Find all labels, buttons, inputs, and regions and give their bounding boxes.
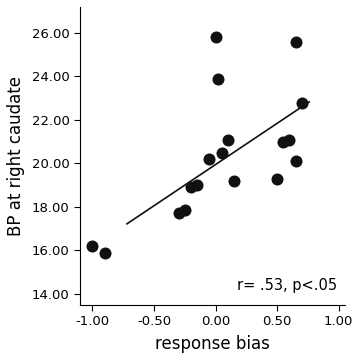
Point bbox=[102, 249, 108, 255]
X-axis label: response bias: response bias bbox=[155, 335, 270, 353]
Point bbox=[231, 178, 237, 184]
Point bbox=[213, 35, 219, 40]
Point bbox=[287, 137, 292, 143]
Point bbox=[280, 139, 286, 145]
Point bbox=[293, 39, 298, 45]
Point bbox=[274, 176, 280, 181]
Point bbox=[207, 156, 212, 162]
Point bbox=[225, 137, 231, 143]
Point bbox=[194, 182, 200, 188]
Point bbox=[182, 207, 188, 213]
Point bbox=[188, 184, 194, 190]
Point bbox=[299, 100, 305, 105]
Point bbox=[219, 150, 225, 156]
Point bbox=[215, 76, 221, 82]
Point bbox=[176, 211, 181, 216]
Y-axis label: BP at right caudate: BP at right caudate bbox=[7, 76, 25, 236]
Point bbox=[293, 158, 298, 164]
Text: r= .53, p<.05: r= .53, p<.05 bbox=[237, 278, 337, 293]
Point bbox=[90, 243, 95, 249]
